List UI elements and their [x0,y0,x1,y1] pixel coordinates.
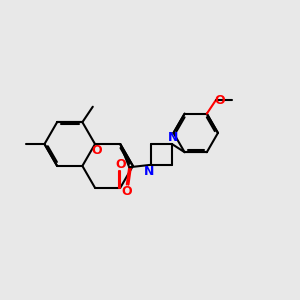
Text: O: O [91,144,102,157]
Text: N: N [144,165,154,178]
Text: N: N [168,131,179,144]
Text: O: O [121,184,131,197]
Text: O: O [115,158,126,171]
Text: O: O [214,94,225,107]
